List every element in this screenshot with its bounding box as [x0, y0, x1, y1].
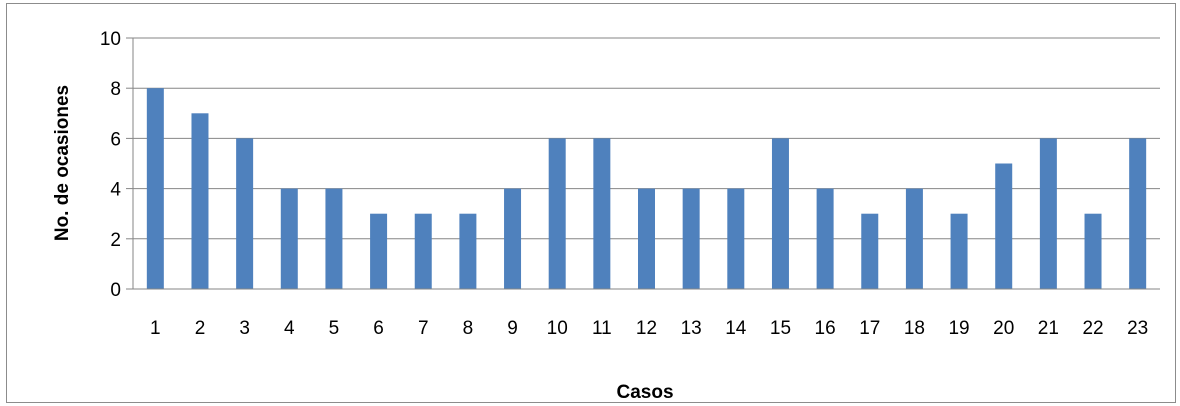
- x-tick-label: 14: [725, 318, 747, 339]
- x-tick-label: 10: [547, 318, 568, 339]
- bar: [950, 213, 968, 289]
- bar: [191, 113, 209, 289]
- y-tick-label: 2: [110, 230, 121, 251]
- bar: [414, 213, 432, 289]
- x-tick-label: 15: [770, 318, 791, 339]
- bar: [325, 188, 343, 289]
- x-tick-label: 16: [815, 318, 836, 339]
- x-tick-label: 3: [239, 318, 250, 339]
- x-tick-label: 22: [1082, 318, 1103, 339]
- x-tick-label: 4: [284, 318, 295, 339]
- bar: [638, 188, 655, 289]
- y-tick-label: 6: [110, 129, 121, 150]
- bar: [236, 138, 254, 289]
- bar: [459, 213, 477, 289]
- x-tick-label: 8: [463, 318, 474, 339]
- x-tick-label: 17: [859, 318, 880, 339]
- bar: [861, 213, 879, 289]
- bar: [995, 163, 1013, 289]
- y-tick-label: 0: [110, 280, 121, 301]
- bar: [905, 188, 923, 289]
- bar: [682, 188, 700, 289]
- x-tick-label: 12: [636, 318, 657, 339]
- bar: [280, 188, 298, 289]
- bar: [1039, 138, 1057, 289]
- y-tick-label: 4: [110, 180, 121, 201]
- x-tick-labels: 1 2 3 4 5 6 7 8 9 10 11 12 13 14 15 16 17 18 19 20 21 22 23: [150, 318, 1148, 339]
- bar: [593, 138, 611, 289]
- x-tick-label: 1: [150, 318, 161, 339]
- bar: [1129, 138, 1147, 289]
- bar: [146, 88, 164, 289]
- x-tick-label: 11: [592, 318, 612, 339]
- x-tick-label: 13: [681, 318, 702, 339]
- bar: [504, 188, 522, 289]
- x-tick-label: 6: [373, 318, 384, 339]
- x-tick-label: 9: [507, 318, 518, 339]
- x-tick-label: 5: [329, 318, 340, 339]
- x-tick-label: 21: [1038, 318, 1059, 339]
- bar: [548, 138, 566, 289]
- x-tick-label: 18: [904, 318, 925, 339]
- y-tick-labels: 0 2 4 6 8 10: [100, 29, 133, 301]
- y-tick-label: 8: [110, 79, 121, 100]
- x-tick-label: 19: [948, 318, 969, 339]
- axes: [132, 38, 1160, 290]
- y-axis-title: No. de ocasiones: [52, 85, 73, 241]
- x-tick-label: 20: [993, 318, 1014, 339]
- bar: [370, 213, 388, 289]
- x-tick-label: 2: [195, 318, 206, 339]
- bar: [1084, 213, 1102, 289]
- y-tick-label: 10: [100, 29, 121, 50]
- bar: [727, 188, 745, 289]
- bar: [816, 188, 834, 289]
- bars: [146, 88, 1147, 289]
- x-tick-label: 23: [1127, 318, 1148, 339]
- x-tick-label: 7: [418, 318, 429, 339]
- x-axis-title: Casos: [616, 382, 673, 403]
- bar: [771, 138, 789, 289]
